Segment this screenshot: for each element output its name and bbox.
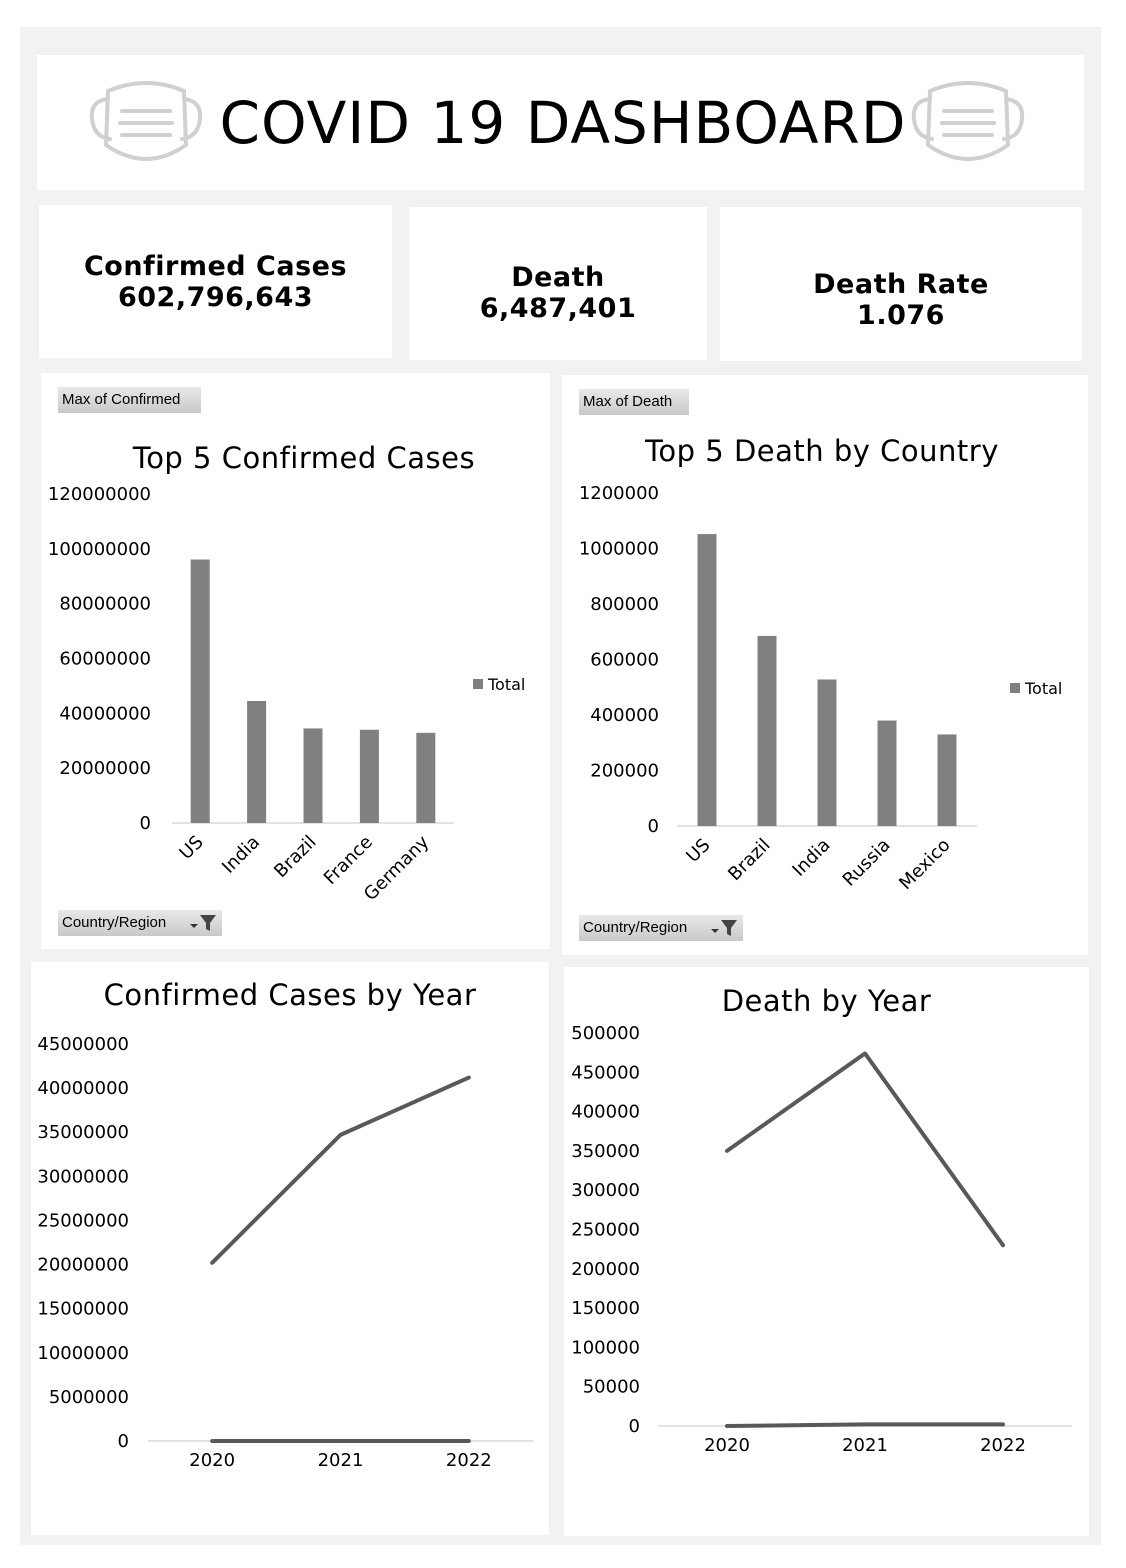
kpi-confirmed-card: Confirmed Cases 602,796,643 xyxy=(39,205,392,358)
kpi-death-card: Death 6,487,401 xyxy=(409,207,707,360)
x-tick-label: US xyxy=(175,832,207,864)
bar xyxy=(416,732,436,823)
y-tick-label: 1200000 xyxy=(579,483,659,504)
x-tick-label: Russia xyxy=(839,835,895,891)
bar xyxy=(190,559,210,823)
x-tick-label: France xyxy=(320,832,377,889)
y-tick-label: 400000 xyxy=(590,705,659,726)
bar xyxy=(247,700,267,823)
kpi-death-value: 6,487,401 xyxy=(479,292,637,324)
face-mask-icon xyxy=(911,81,1025,161)
country-region-filter-button[interactable]: Country/Region xyxy=(58,910,222,936)
y-tick-label: 15000000 xyxy=(37,1299,129,1320)
max-death-field-label: Max of Death xyxy=(583,393,673,410)
y-tick-label: 350000 xyxy=(571,1141,640,1162)
kpi-death-label: Death xyxy=(511,261,605,293)
y-tick-label: 300000 xyxy=(571,1180,640,1201)
series-line xyxy=(725,1051,1005,1248)
x-tick-label: Brazil xyxy=(724,835,774,885)
death-by-year-title: Death by Year xyxy=(721,984,932,1018)
x-tick-label: 2020 xyxy=(704,1435,750,1456)
y-tick-label: 150000 xyxy=(571,1298,640,1319)
top5-death-panel xyxy=(562,375,1088,955)
y-tick-label: 500000 xyxy=(571,1023,640,1044)
top5-confirmed-title: Top 5 Confirmed Cases xyxy=(132,441,476,475)
y-tick-label: 400000 xyxy=(571,1102,640,1123)
y-tick-label: 250000 xyxy=(571,1220,640,1241)
y-tick-label: 1000000 xyxy=(579,539,659,560)
x-tick-label: US xyxy=(682,835,714,867)
bar xyxy=(303,728,323,823)
bar xyxy=(937,734,957,826)
y-tick-label: 200000 xyxy=(590,761,659,782)
series-line xyxy=(725,1422,1005,1428)
country-region-filter-label: Country/Region xyxy=(62,914,167,931)
bar xyxy=(757,635,777,826)
x-tick-label: 2021 xyxy=(318,1450,364,1471)
x-tick-label: 2022 xyxy=(980,1435,1026,1456)
x-tick-label: 2022 xyxy=(446,1450,492,1471)
confirmed-by-year-title: Confirmed Cases by Year xyxy=(103,978,477,1012)
y-tick-label: 30000000 xyxy=(37,1166,129,1187)
bar xyxy=(817,679,837,826)
country-region-filter-label: Country/Region xyxy=(583,919,688,936)
kpi-death-rate-value: 1.076 xyxy=(857,300,945,331)
y-tick-label: 40000000 xyxy=(59,703,151,724)
y-tick-label: 25000000 xyxy=(37,1210,129,1231)
y-tick-label: 100000 xyxy=(571,1337,640,1358)
y-tick-label: 800000 xyxy=(590,594,659,615)
y-tick-label: 10000000 xyxy=(37,1343,129,1364)
funnel-filter-icon xyxy=(190,915,216,931)
max-death-field-button[interactable]: Max of Death xyxy=(579,389,689,415)
max-confirmed-field-button[interactable]: Max of Confirmed xyxy=(58,387,201,413)
bar xyxy=(697,534,717,826)
y-tick-label: 0 xyxy=(118,1431,129,1452)
y-tick-label: 600000 xyxy=(590,650,659,671)
title-panel xyxy=(37,55,1084,190)
y-tick-label: 120000000 xyxy=(48,484,151,505)
x-tick-label: India xyxy=(788,835,834,881)
y-tick-label: 45000000 xyxy=(37,1034,129,1055)
y-tick-label: 5000000 xyxy=(49,1387,129,1408)
legend-label: Total xyxy=(487,675,525,694)
face-mask-icon xyxy=(89,81,203,161)
country-region-filter-button[interactable]: Country/Region xyxy=(579,915,743,941)
kpi-death-rate-label: Death Rate xyxy=(813,269,989,300)
death-by-year-panel xyxy=(564,967,1089,1536)
y-tick-label: 80000000 xyxy=(59,594,151,615)
bar xyxy=(877,720,897,826)
x-tick-label: Brazil xyxy=(270,832,320,882)
x-tick-label: India xyxy=(218,832,264,878)
y-tick-label: 20000000 xyxy=(37,1255,129,1276)
y-tick-label: 0 xyxy=(629,1416,640,1437)
y-tick-label: 0 xyxy=(140,813,151,834)
dashboard-title: COVID 19 DASHBOARD xyxy=(219,89,907,157)
kpi-death-rate-card: Death Rate 1.076 xyxy=(720,207,1082,361)
legend-swatch xyxy=(473,679,483,689)
top5-confirmed-panel xyxy=(41,373,550,949)
x-tick-label: 2021 xyxy=(842,1435,888,1456)
y-tick-label: 0 xyxy=(648,816,659,837)
y-tick-label: 100000000 xyxy=(48,539,151,560)
y-tick-label: 35000000 xyxy=(37,1122,129,1143)
y-tick-label: 60000000 xyxy=(59,649,151,670)
y-tick-label: 20000000 xyxy=(59,758,151,779)
y-tick-label: 50000 xyxy=(583,1377,640,1398)
bar xyxy=(359,729,379,823)
kpi-confirmed-label: Confirmed Cases xyxy=(83,250,348,282)
y-tick-label: 200000 xyxy=(571,1259,640,1280)
y-tick-label: 40000000 xyxy=(37,1078,129,1099)
x-tick-label: 2020 xyxy=(189,1450,235,1471)
x-tick-label: Mexico xyxy=(895,835,954,894)
kpi-confirmed-value: 602,796,643 xyxy=(117,281,314,313)
legend-label: Total xyxy=(1024,679,1062,698)
legend-swatch xyxy=(1010,683,1020,693)
series-line xyxy=(210,1075,471,1265)
y-tick-label: 450000 xyxy=(571,1062,640,1083)
max-confirmed-field-label: Max of Confirmed xyxy=(62,391,181,408)
top5-death-title: Top 5 Death by Country xyxy=(645,434,999,468)
funnel-filter-icon xyxy=(711,920,737,936)
